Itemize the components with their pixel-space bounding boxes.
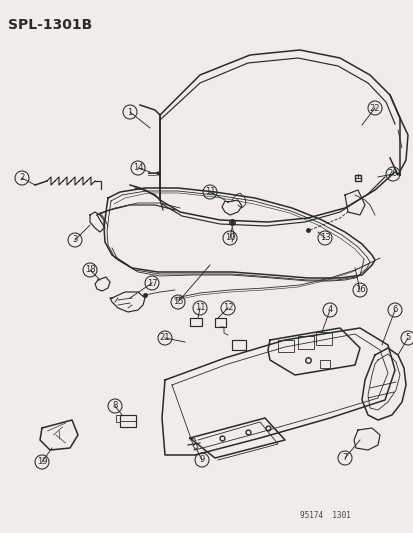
Text: 15: 15	[172, 297, 183, 306]
Text: 3: 3	[72, 236, 78, 245]
Text: 20: 20	[387, 169, 397, 179]
Text: 21: 21	[159, 334, 170, 343]
Text: 11: 11	[194, 303, 205, 312]
Text: SPL-1301B: SPL-1301B	[8, 18, 92, 32]
Text: 8: 8	[112, 401, 117, 410]
Text: 4: 4	[327, 305, 332, 314]
Text: 13: 13	[319, 233, 330, 243]
Text: 1: 1	[127, 108, 132, 117]
Text: 6: 6	[392, 305, 397, 314]
Text: 7: 7	[342, 454, 347, 463]
Text: 22: 22	[369, 103, 379, 112]
Text: 16: 16	[354, 286, 364, 295]
Text: 14: 14	[133, 164, 143, 173]
Text: 11: 11	[204, 188, 215, 197]
Text: 17: 17	[146, 279, 157, 287]
Text: 10: 10	[224, 233, 235, 243]
Text: 95174  1301: 95174 1301	[299, 511, 350, 520]
Text: 19: 19	[37, 457, 47, 466]
Text: 9: 9	[199, 456, 204, 464]
Text: 5: 5	[404, 334, 410, 343]
Text: 12: 12	[222, 303, 233, 312]
Text: 2: 2	[19, 174, 24, 182]
Text: 18: 18	[85, 265, 95, 274]
